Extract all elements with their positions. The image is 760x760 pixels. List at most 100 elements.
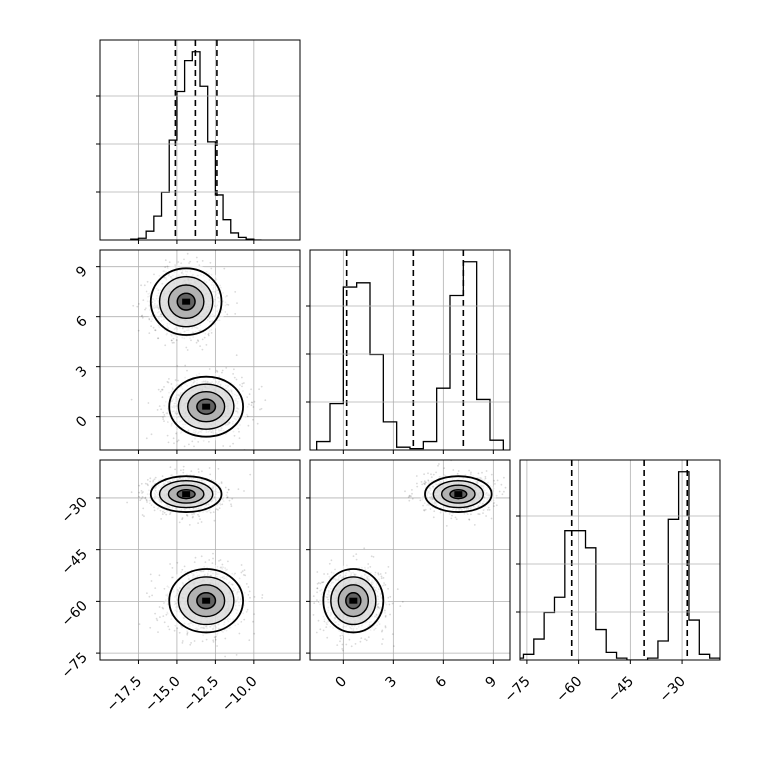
sample-point <box>148 318 151 321</box>
sample-point <box>250 388 253 391</box>
sample-point <box>161 606 164 609</box>
sample-point <box>178 521 181 524</box>
sample-point <box>223 267 226 270</box>
sample-point <box>163 587 166 590</box>
sample-point <box>141 314 144 317</box>
sample-point <box>141 514 144 516</box>
sample-point <box>243 618 246 621</box>
sample-point <box>224 486 227 489</box>
axes-frame <box>99 459 301 661</box>
sample-point <box>240 564 243 566</box>
sample-point <box>188 524 191 526</box>
sample-point <box>161 396 164 399</box>
sample-point <box>224 655 227 658</box>
sample-point <box>319 582 322 585</box>
sample-point <box>225 367 228 369</box>
sample-point <box>227 304 230 306</box>
sample-point <box>189 643 192 646</box>
sample-point <box>253 596 256 598</box>
sample-point <box>218 560 220 562</box>
sample-point <box>196 339 199 342</box>
sample-point <box>182 471 185 474</box>
sample-point <box>148 595 151 598</box>
sample-point <box>261 594 264 596</box>
sample-point <box>423 509 425 511</box>
sample-point <box>190 470 193 473</box>
sample-point <box>259 408 261 411</box>
sample-point <box>177 439 180 442</box>
sample-point <box>365 639 368 642</box>
sample-point <box>172 437 175 440</box>
sample-point <box>149 626 152 629</box>
sample-point <box>238 632 241 635</box>
sample-point <box>232 442 235 445</box>
y-tick-label: −60 <box>59 598 91 630</box>
sample-point <box>169 563 172 565</box>
sample-point <box>141 492 143 494</box>
sample-point <box>218 507 221 509</box>
sample-point <box>215 508 218 511</box>
sample-point <box>237 488 240 491</box>
sample-point <box>142 491 144 493</box>
sample-point <box>164 266 167 269</box>
sample-point <box>208 368 211 370</box>
sample-point <box>235 654 238 656</box>
sample-point <box>167 381 170 384</box>
sample-point <box>241 376 243 379</box>
sample-point <box>216 645 219 647</box>
sample-point <box>408 499 411 502</box>
sample-point <box>171 567 174 569</box>
sample-point <box>176 365 179 367</box>
sample-point <box>130 491 133 494</box>
sample-point <box>226 491 229 494</box>
sample-point <box>138 303 140 305</box>
contour-line <box>177 576 235 626</box>
sample-point <box>198 515 201 518</box>
sample-point <box>168 628 171 631</box>
sample-point <box>164 259 167 262</box>
sample-point <box>150 433 153 436</box>
sample-point <box>162 411 165 414</box>
sample-point <box>217 509 219 511</box>
sample-point <box>157 631 159 633</box>
sample-point <box>253 613 256 615</box>
sample-point <box>213 519 216 522</box>
sample-point <box>186 252 189 255</box>
sample-point <box>450 517 453 520</box>
sample-point <box>158 405 161 407</box>
sample-point <box>175 339 178 341</box>
sample-point <box>229 445 232 448</box>
sample-point <box>184 364 187 367</box>
sample-point <box>244 574 247 577</box>
sample-point <box>183 565 186 568</box>
sample-point <box>199 345 202 347</box>
contour-line <box>186 584 226 618</box>
sample-point <box>470 471 472 474</box>
sample-point <box>214 638 217 641</box>
sample-point <box>312 595 315 597</box>
sample-point <box>146 479 149 481</box>
sample-point <box>200 555 203 558</box>
sample-point <box>138 491 141 494</box>
sample-point <box>169 466 172 469</box>
sample-point <box>249 473 252 476</box>
axes-frame <box>99 39 301 241</box>
sample-point <box>190 339 192 342</box>
sample-point <box>200 521 203 523</box>
sample-point <box>230 503 232 506</box>
sample-point <box>132 304 135 307</box>
sample-point <box>427 472 429 475</box>
x-tick-label: −15.0 <box>142 674 184 716</box>
sample-point <box>415 475 418 477</box>
sample-point <box>193 445 195 448</box>
y-tick-label: 0 <box>73 413 91 431</box>
axes-frame <box>99 249 301 451</box>
sample-point <box>188 443 190 446</box>
sample-point <box>148 332 151 334</box>
contour-line <box>167 284 205 320</box>
sample-point <box>145 437 148 440</box>
sample-point <box>493 479 495 482</box>
sample-point <box>235 354 238 357</box>
sample-point <box>159 616 161 618</box>
